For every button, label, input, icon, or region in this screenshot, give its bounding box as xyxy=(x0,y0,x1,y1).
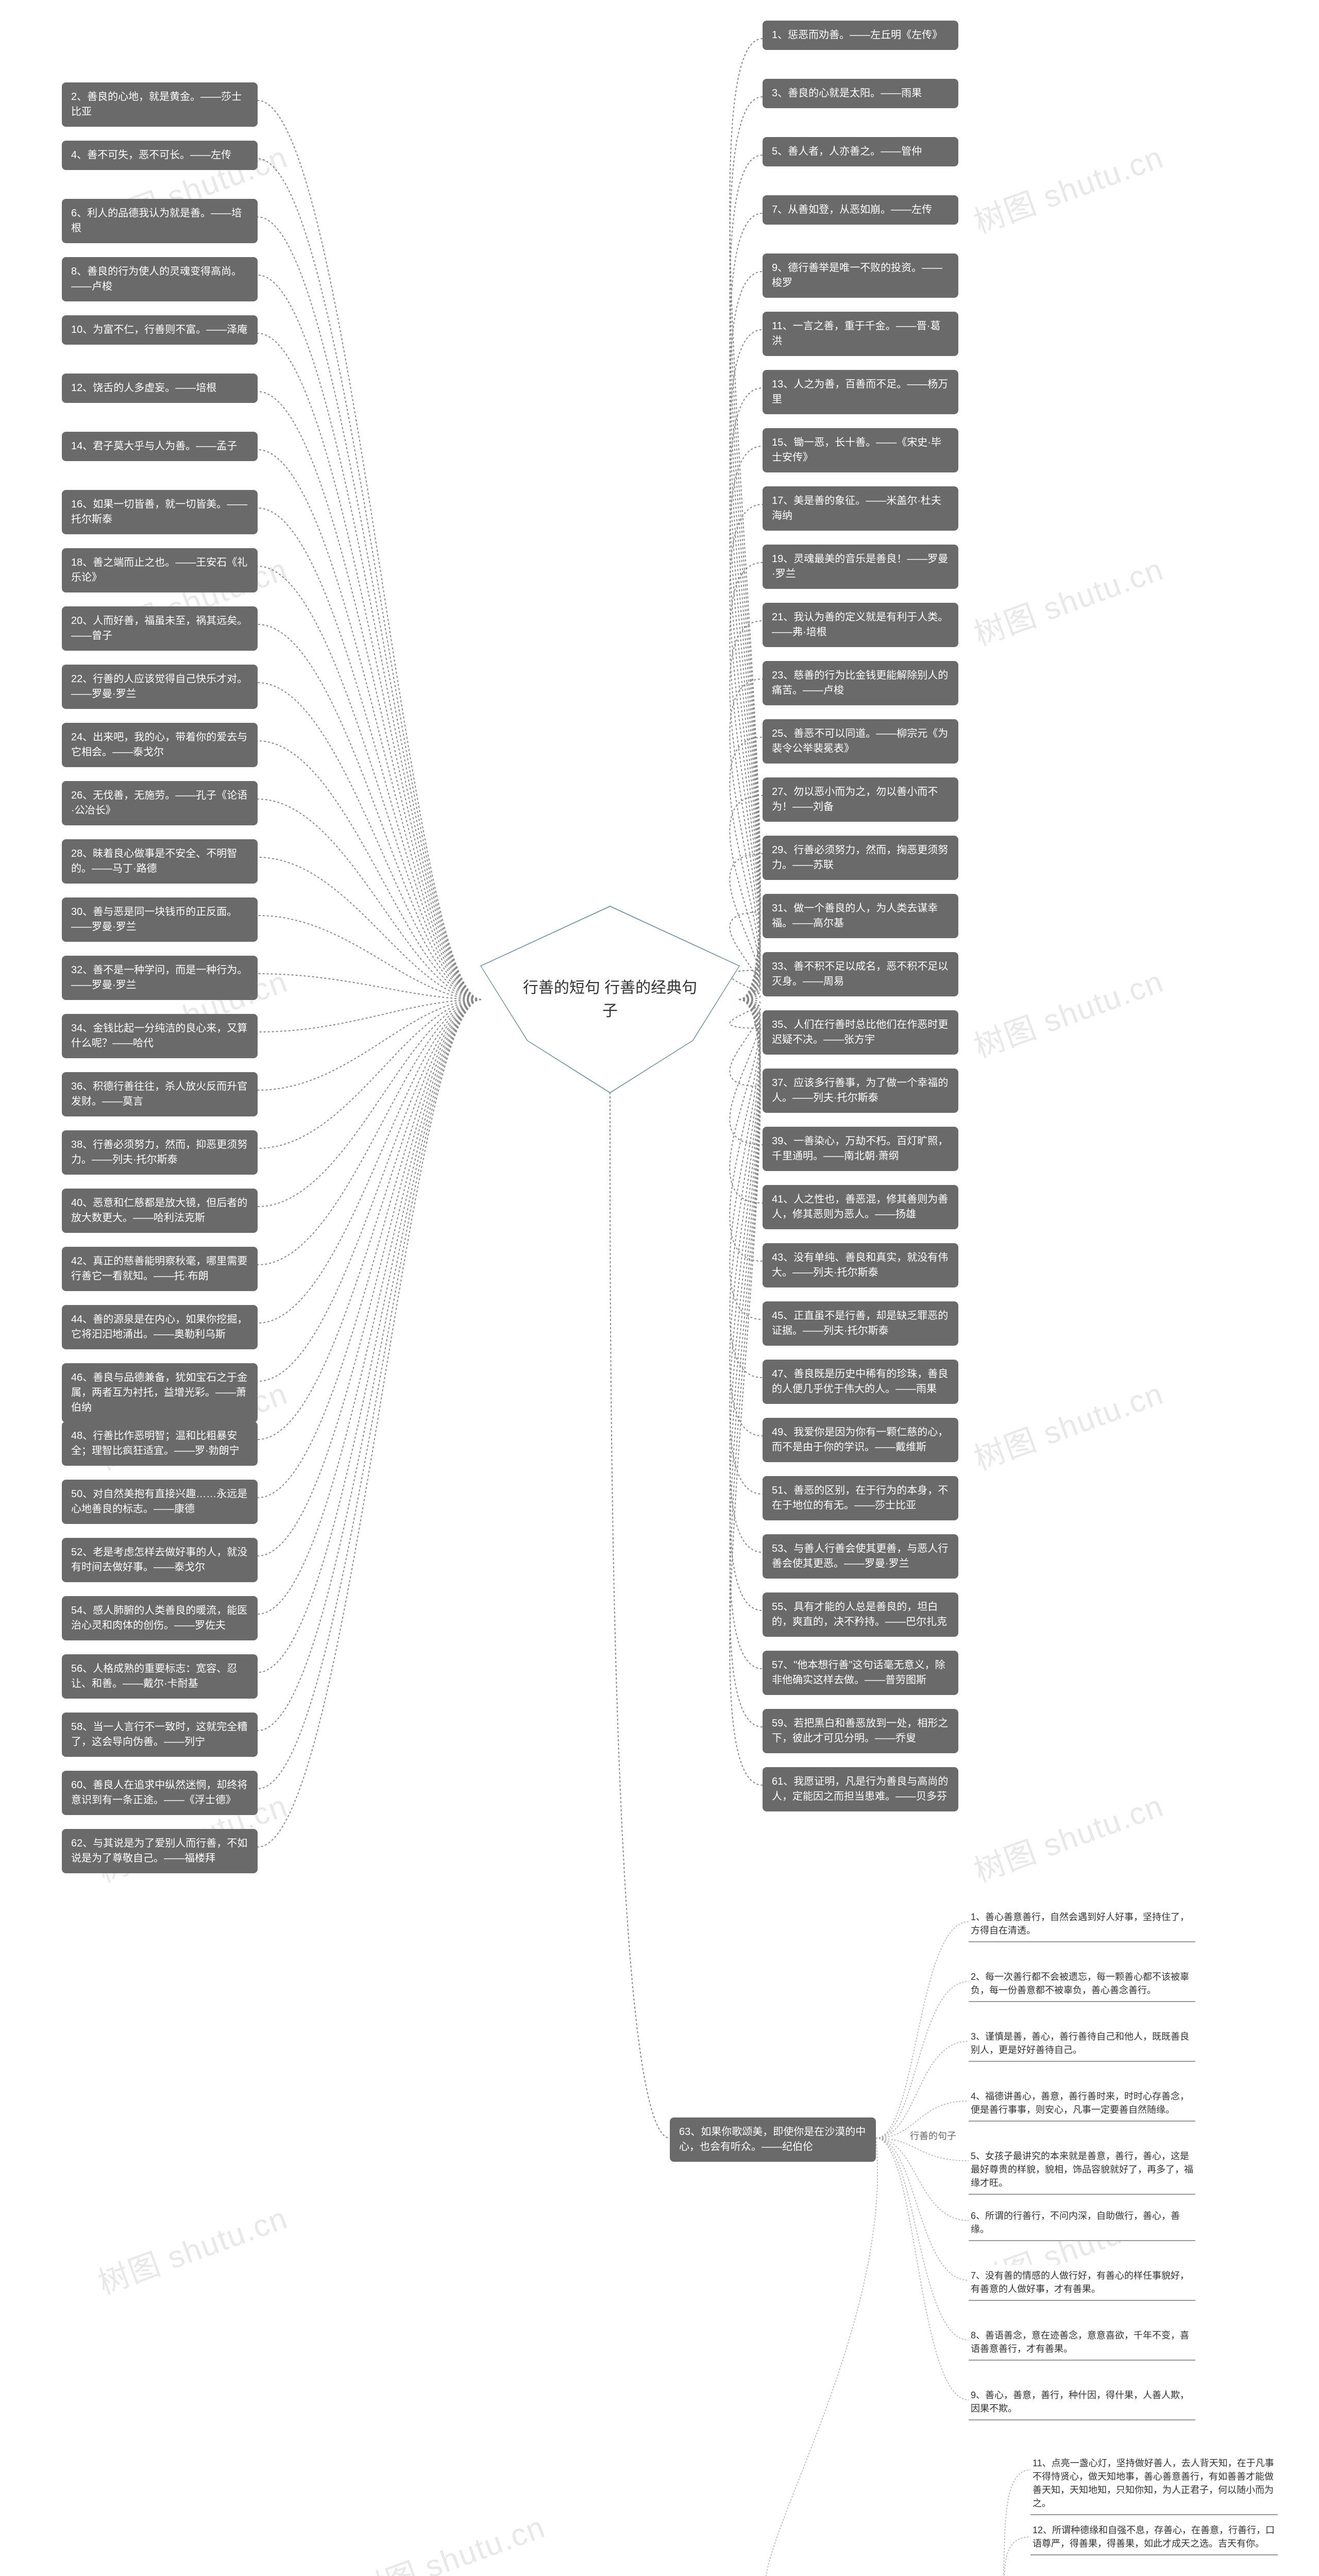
right-node[interactable]: 23、慈善的行为比金钱更能解除别人的痛苦。——卢梭 xyxy=(763,661,958,705)
right-node[interactable]: 57、"他本想行善"这句话毫无意义，除非他确实这样去做。——普劳图斯 xyxy=(763,1651,958,1695)
branch-label: 行善的句子 xyxy=(907,2128,959,2143)
watermark: 树图 shutu.cn xyxy=(91,2193,293,2303)
watermark: 树图 shutu.cn xyxy=(967,545,1169,655)
mindmap-canvas: 树图 shutu.cn 树图 shutu.cn 树图 shutu.cn 树图 shut… xyxy=(0,0,1319,2576)
right-node[interactable]: 7、从善如登，从恶如崩。——左传 xyxy=(763,195,958,225)
left-node[interactable]: 24、出来吧，我的心，带着你的爱去与它相会。——泰戈尔 xyxy=(62,723,258,767)
left-node[interactable]: 46、善良与品德兼备，犹如宝石之于金属，两者互为衬托，益增光彩。——萧伯纳 xyxy=(62,1363,258,1422)
left-node[interactable]: 4、善不可失，恶不可长。——左传 xyxy=(62,141,258,170)
left-node[interactable]: 2、善良的心地，就是黄金。——莎士比亚 xyxy=(62,82,258,127)
node-63[interactable]: 63、如果你歌颂美，即使你是在沙漠的中心，也会有听众。——纪伯伦 xyxy=(670,2117,876,2162)
right-node[interactable]: 43、没有单纯、善良和真实，就没有伟大。——列夫·托尔斯泰 xyxy=(763,1243,958,1287)
left-node[interactable]: 10、为富不仁，行善则不富。——泽庵 xyxy=(62,315,258,345)
right-node[interactable]: 9、德行善举是唯一不败的投资。——梭罗 xyxy=(763,253,958,298)
left-node[interactable]: 40、恶意和仁慈都是放大镜，但后者的放大数更大。——哈利法克斯 xyxy=(62,1189,258,1233)
watermark: 树图 shutu.cn xyxy=(967,132,1169,243)
left-node[interactable]: 38、行善必须努力，然而，抑恶更须努力。——列夫·托尔斯泰 xyxy=(62,1130,258,1175)
left-node[interactable]: 34、金钱比起一分纯洁的良心来，又算什么呢？——哈代 xyxy=(62,1014,258,1058)
watermark: 树图 shutu.cn xyxy=(349,2502,551,2576)
right-node[interactable]: 41、人之性也，善恶混，修其善则为善人，修其恶则为恶人。——扬雄 xyxy=(763,1185,958,1229)
left-node[interactable]: 16、如果一切皆善，就一切皆美。——托尔斯泰 xyxy=(62,490,258,534)
left-node[interactable]: 30、善与恶是同一块钱币的正反面。——罗曼·罗兰 xyxy=(62,897,258,942)
left-node[interactable]: 14、君子莫大乎与人为善。——孟子 xyxy=(62,432,258,461)
right-node[interactable]: 1、惩恶而劝善。——左丘明《左传》 xyxy=(763,21,958,50)
left-node[interactable]: 54、感人肺腑的人类善良的暖流，能医治心灵和肉体的创伤。——罗佐夫 xyxy=(62,1596,258,1640)
left-node[interactable]: 56、人格成熟的重要标志：宽容、忍让、和善。——戴尔·卡耐基 xyxy=(62,1654,258,1699)
right-node[interactable]: 55、具有才能的人总是善良的，坦白的，爽直的，决不矜持。——巴尔扎克 xyxy=(763,1592,958,1637)
left-node[interactable]: 20、人而好善，福虽未至，祸其远矣。——曾子 xyxy=(62,606,258,651)
left-node[interactable]: 26、无伐善，无施劳。——孔子《论语·公冶长》 xyxy=(62,781,258,825)
right-node[interactable]: 3、善良的心就是太阳。——雨果 xyxy=(763,79,958,108)
left-node[interactable]: 42、真正的慈善能明察秋毫，哪里需要行善它一看就知。——托·布朗 xyxy=(62,1247,258,1291)
right-node[interactable]: 39、一善染心，万劫不朽。百灯旷照，千里通明。——南北朝·萧纲 xyxy=(763,1127,958,1171)
left-node[interactable]: 28、昧着良心做事是不安全、不明智的。——马丁·路德 xyxy=(62,839,258,884)
left-node[interactable]: 22、行善的人应该觉得自己快乐才对。——罗曼·罗兰 xyxy=(62,665,258,709)
left-node[interactable]: 62、与其说是为了爱别人而行善，不如说是为了尊敬自己。——福楼拜 xyxy=(62,1829,258,1873)
left-node[interactable]: 8、善良的行为使人的灵魂变得高尚。——卢梭 xyxy=(62,257,258,301)
right-node[interactable]: 19、灵魂最美的音乐是善良！——罗曼·罗兰 xyxy=(763,545,958,589)
right-node[interactable]: 27、勿以恶小而为之，勿以善小而不为！——刘备 xyxy=(763,777,958,822)
left-node[interactable]: 60、善良人在追求中纵然迷惘，却终将意识到有一条正途。——《浮士德》 xyxy=(62,1771,258,1815)
right-node[interactable]: 31、做一个善良的人，为人类去谋幸福。——高尔基 xyxy=(763,894,958,938)
sub-node-g2[interactable]: 12、所谓种德缘和自强不息，存善心，在善意，行善行，口语尊严，得善果，得善果，如… xyxy=(1030,2519,1278,2554)
left-node[interactable]: 58、当一人言行不一致时，这就完全糟了，这会导向伪善。——列宁 xyxy=(62,1713,258,1757)
center-node-label: 行善的短句 行善的经典句子 xyxy=(481,907,739,1092)
sub-node[interactable]: 9、善心，善意，善行，种什因，得什果，人善人欺，因果不欺。 xyxy=(969,2384,1195,2419)
watermark: 树图 shutu.cn xyxy=(967,1781,1169,1891)
left-node[interactable]: 6、利人的品德我认为就是善。——培根 xyxy=(62,199,258,243)
sub-node-g2[interactable]: 11、点亮一盏心灯，坚持做好善人，去人背天知，在于凡事不得恃贤心，做天知地事，善… xyxy=(1030,2452,1278,2514)
right-node[interactable]: 61、我愿证明，凡是行为善良与高尚的人，定能因之而担当患难。——贝多芬 xyxy=(763,1767,958,1811)
right-node[interactable]: 21、我认为善的定义就是有利于人类。——弗·培根 xyxy=(763,603,958,647)
right-node[interactable]: 33、善不积不足以成名，恶不积不足以灭身。——周易 xyxy=(763,952,958,996)
sub-node[interactable]: 8、善语善念，意在迹善念，意意喜欲，千年不变，喜语善意善行，才有善果。 xyxy=(969,2325,1195,2360)
right-node[interactable]: 11、一言之善，重于千金。——晋·葛洪 xyxy=(763,312,958,356)
left-node[interactable]: 48、行善比作恶明智；温和比粗暴安全；理智比疯狂适宜。——罗·勃朗宁 xyxy=(62,1421,258,1466)
sub-node[interactable]: 7、没有善的情感的人做行好，有善心的样任事貌好，有善意的人做好事，才有善果。 xyxy=(969,2265,1195,2300)
right-node[interactable]: 53、与善人行善会使其更善，与恶人行善会使其更恶。——罗曼·罗兰 xyxy=(763,1534,958,1579)
left-node[interactable]: 52、老是考虑怎样去做好事的人，就没有时间去做好事。——泰戈尔 xyxy=(62,1538,258,1582)
left-node[interactable]: 32、善不是一种学问，而是一种行为。——罗曼·罗兰 xyxy=(62,956,258,1000)
left-node[interactable]: 44、善的源泉是在内心，如果你挖掘，它将汩汩地涌出。——奥勒利乌斯 xyxy=(62,1305,258,1349)
sub-node[interactable]: 3、谨慎是善，善心，善行善待自己和他人，既既善良别人，更是好好善待自己。 xyxy=(969,2026,1195,2061)
left-node[interactable]: 36、积德行善往往，杀人放火反而升官发财。——莫言 xyxy=(62,1072,258,1116)
sub-node[interactable]: 1、善心善意善行，自然会遇到好人好事，坚持住了，方得自在清透。 xyxy=(969,1906,1195,1941)
right-node[interactable]: 25、善恶不可以同道。——柳宗元《为裴令公举裴冕表》 xyxy=(763,719,958,764)
right-node[interactable]: 47、善良既是历史中稀有的珍珠，善良的人便几乎优于伟大的人。——雨果 xyxy=(763,1360,958,1404)
right-node[interactable]: 35、人们在行善时总比他们在作恶时更迟疑不决。——张方宇 xyxy=(763,1010,958,1055)
left-node[interactable]: 18、善之端而止之也。——王安石《礼乐论》 xyxy=(62,548,258,592)
right-node[interactable]: 59、若把黑白和善恶放到一处，相形之下，彼此才可见分明。——乔叟 xyxy=(763,1709,958,1753)
watermark: 树图 shutu.cn xyxy=(967,957,1169,1067)
right-node[interactable]: 49、我爱你是因为你有一颗仁慈的心，而不是由于你的学识。——戴维斯 xyxy=(763,1418,958,1462)
right-node[interactable]: 5、善人者，人亦善之。——管仲 xyxy=(763,137,958,166)
right-node[interactable]: 29、行善必须努力，然而，掬恶更须努力。——苏联 xyxy=(763,836,958,880)
sub-node[interactable]: 2、每一次善行都不会被遗忘，每一颗善心都不该被辜负，每一份善意都不被辜负，善心善… xyxy=(969,1966,1195,2001)
center-node[interactable]: 行善的短句 行善的经典句子 xyxy=(481,907,739,1092)
right-node[interactable]: 51、善恶的区别，在于行为的本身，不在于地位的有无。——莎士比亚 xyxy=(763,1476,958,1520)
right-node[interactable]: 45、正直虽不是行善，却是缺乏罪恶的证据。——列夫·托尔斯泰 xyxy=(763,1301,958,1346)
sub-node[interactable]: 5、女孩子最讲究的本来就是善意，善行，善心，这是最好尊贵的样貌，貌相，饰品容貌就… xyxy=(969,2145,1195,2194)
right-node[interactable]: 13、人之为善，百善而不足。——杨万里 xyxy=(763,370,958,414)
watermark: 树图 shutu.cn xyxy=(967,1369,1169,1479)
sub-node[interactable]: 4、福德讲善心，善意，善行善时来，时时心存善念，便是善行事事，则安心，凡事一定要… xyxy=(969,2086,1195,2121)
right-node[interactable]: 37、应该多行善事，为了做一个幸福的人。——列夫·托尔斯泰 xyxy=(763,1069,958,1113)
right-node[interactable]: 15、锄一恶，长十善。——《宋史·毕士安传》 xyxy=(763,428,958,472)
sub-node[interactable]: 6、所谓的行善行，不问内深，自助做行，善心，善缘。 xyxy=(969,2205,1195,2240)
left-node[interactable]: 12、饶舌的人多虚妄。——培根 xyxy=(62,374,258,403)
right-node[interactable]: 17、美是善的象征。——米盖尔·杜夫海纳 xyxy=(763,486,958,531)
left-node[interactable]: 50、对自然美抱有直接兴趣……永远是心地善良的标志。——康德 xyxy=(62,1480,258,1524)
